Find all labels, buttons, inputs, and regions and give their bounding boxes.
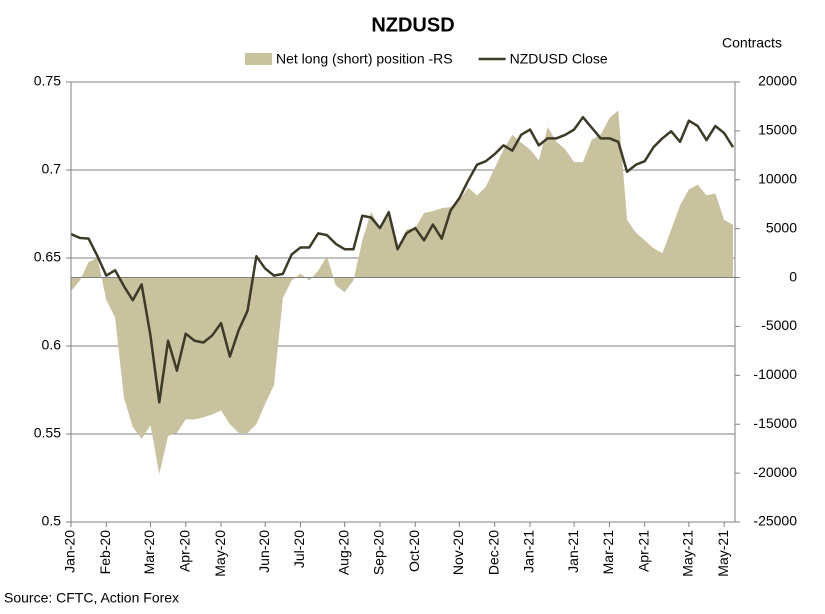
y-tick-label: 0.65 [34,249,61,265]
y2-tick-label: 15000 [758,122,797,138]
chart-title: NZDUSD [371,14,454,36]
x-tick-label: May-21 [680,530,696,577]
x-tick-label: Aug-20 [335,530,351,575]
x-tick-label: Jun-20 [256,530,272,573]
x-tick-label: Mar-21 [600,530,616,575]
x-tick-label: Feb-20 [97,530,113,575]
x-tick-label: Mar-20 [141,530,157,575]
legend-label: NZDUSD Close [510,51,608,67]
x-tick-label: Jan-21 [565,530,581,573]
y2-tick-label: -10000 [753,366,797,382]
x-tick-label: Jan-20 [62,530,78,573]
y2-axis-label: Contracts [722,35,782,51]
x-tick-label: May-20 [212,530,228,577]
y2-tick-label: 10000 [758,170,797,186]
y2-tick-label: -20000 [753,464,797,480]
y2-tick-label: 0 [789,268,797,284]
y-tick-label: 0.6 [42,337,62,353]
line-series [70,115,735,404]
y2-tick-label: -25000 [753,513,797,529]
y-tick-label: 0.7 [42,161,62,177]
x-tick-label: Sep-20 [371,530,387,575]
y2-tick-label: -15000 [753,415,797,431]
legend-swatch [245,53,272,65]
y2-tick-label: 5000 [766,219,797,235]
x-tick-label: Oct-20 [406,530,422,572]
x-tick-label: Jan-21 [521,530,537,573]
x-tick-label: Dec-20 [485,530,501,575]
y2-tick-label: -5000 [761,317,797,333]
y-tick-label: 0.5 [42,513,62,529]
x-tick-label: Apr-20 [176,530,192,572]
x-tick-label: Jul-20 [291,530,307,568]
legend-label: Net long (short) position -RS [276,51,453,67]
y-tick-label: 0.55 [34,425,61,441]
area-series [71,110,733,475]
x-tick-label: May-21 [715,530,731,577]
y-tick-label: 0.75 [34,73,61,89]
source-note: Source: CFTC, Action Forex [4,590,179,606]
y2-tick-label: 20000 [758,73,797,89]
x-tick-label: Nov-20 [450,530,466,575]
x-tick-label: Apr-21 [635,530,651,572]
